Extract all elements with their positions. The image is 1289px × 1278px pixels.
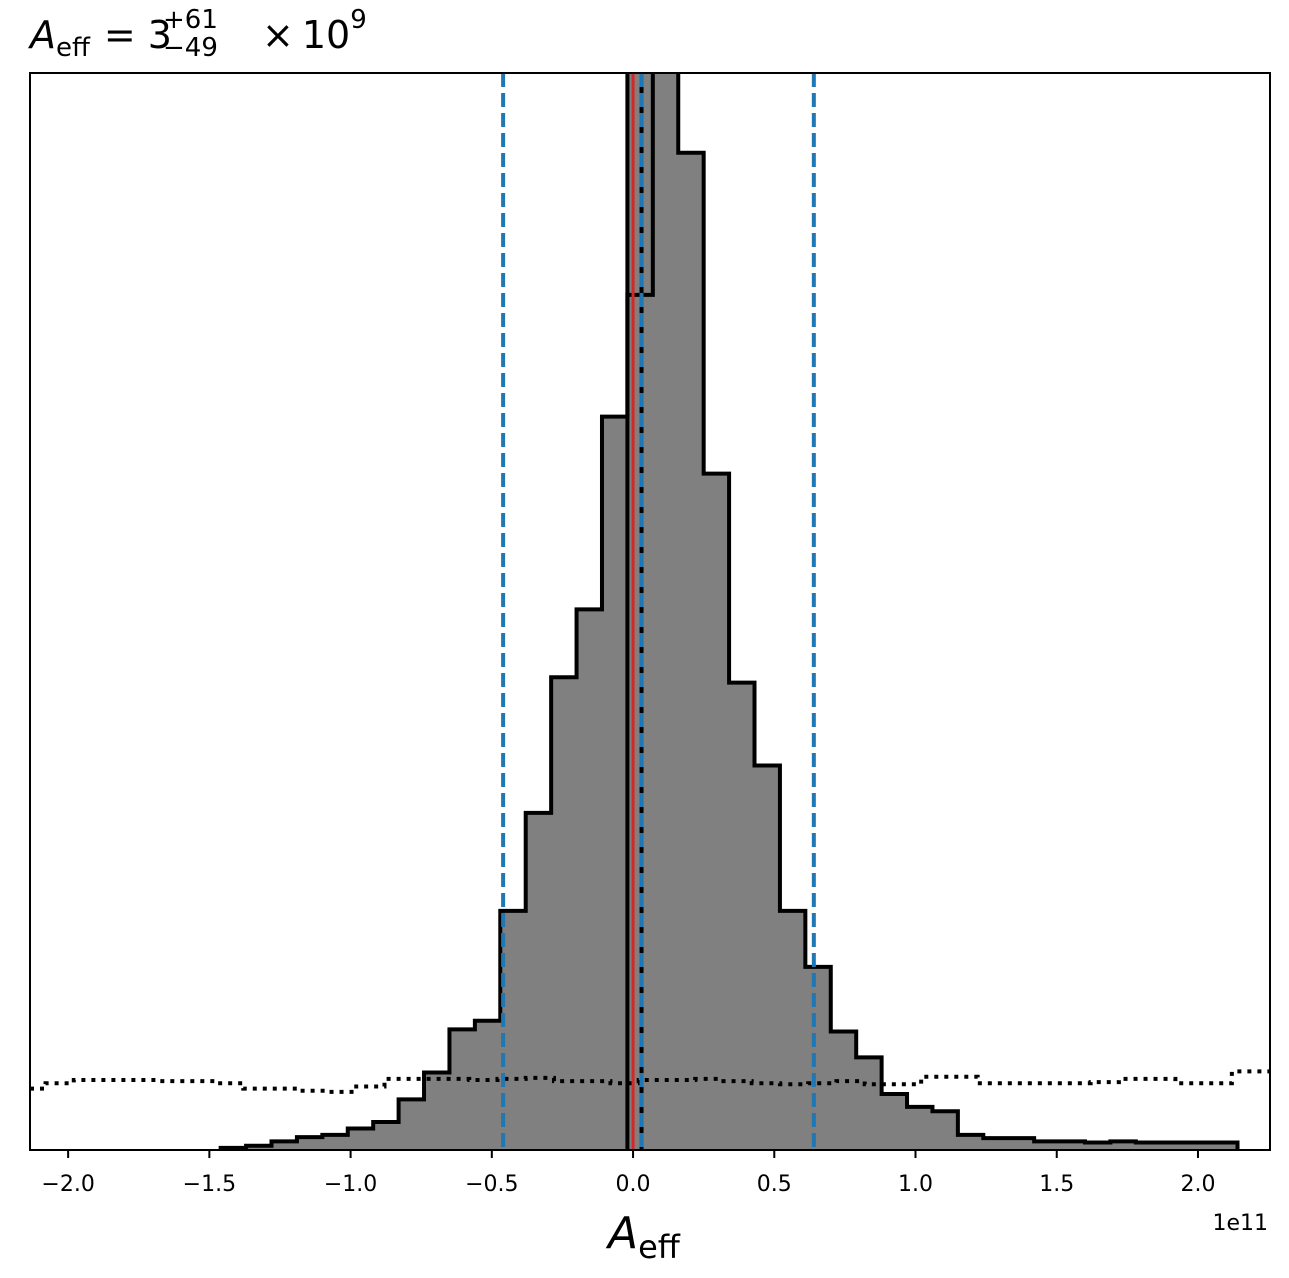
posterior-bar [500, 910, 527, 1150]
x-tick-label: −2.0 [41, 1172, 94, 1197]
xlabel-subscript: eff [638, 1228, 681, 1266]
x-axis-offset-label: 1e11 [1212, 1211, 1268, 1236]
posterior-bar [1212, 1142, 1239, 1150]
svg-text:×109: × 109 [262, 5, 367, 57]
posterior-bar [907, 1106, 934, 1150]
posterior-bar [271, 1141, 298, 1150]
posterior-bar [754, 765, 781, 1150]
posterior-outline [218, 73, 1240, 1150]
posterior-bar [1034, 1141, 1061, 1150]
posterior-bar [1161, 1142, 1188, 1150]
posterior-bar [347, 1128, 374, 1150]
title-base: 10 [302, 13, 350, 57]
posterior-bar [1084, 1142, 1112, 1150]
title-symbol: A [27, 13, 56, 57]
x-tick-label: −0.5 [465, 1172, 518, 1197]
posterior-bar [551, 677, 578, 1150]
posterior-bar [576, 609, 603, 1150]
posterior-bar [856, 1057, 883, 1150]
posterior-bar [373, 1121, 400, 1150]
posterior-bar [881, 1093, 908, 1150]
posterior-bar [246, 1145, 273, 1150]
posterior-bar [1110, 1141, 1137, 1150]
title-exponent: 9 [350, 5, 367, 35]
posterior-bar [805, 966, 832, 1150]
x-tick-label: −1.0 [324, 1172, 377, 1197]
posterior-bar [957, 1134, 984, 1150]
posterior-bar [779, 910, 806, 1150]
posterior-bar [525, 812, 552, 1150]
x-tick-label: 2.0 [1180, 1172, 1215, 1197]
x-tick-label: −1.5 [183, 1172, 236, 1197]
prior-outline [30, 1069, 1270, 1094]
posterior-bar [1135, 1142, 1162, 1150]
posterior-bar [296, 1137, 323, 1150]
x-tick-label: 1.0 [898, 1172, 933, 1197]
posterior-bar [398, 1099, 425, 1150]
posterior-bar [932, 1111, 959, 1150]
posterior-peak-bar [641, 73, 653, 1150]
posterior-bar [983, 1138, 1010, 1150]
posterior-bar [1059, 1141, 1086, 1150]
posterior-bar [424, 1072, 451, 1150]
svg-text:Aeff=3: Aeff = 3 [27, 13, 172, 63]
posterior-bar [601, 416, 629, 1150]
title-upper-error: +61 [163, 5, 218, 35]
chart-title: Aeff = 3 +61 −49 × 109 [27, 5, 367, 63]
title-mantissa: 3 [148, 13, 172, 57]
title-lower-error: −49 [163, 33, 218, 63]
posterior-bar [652, 73, 679, 1150]
posterior-bar [322, 1134, 349, 1150]
posterior-bar [474, 1020, 501, 1150]
plot-frame [29, 72, 1271, 1151]
posterior-bar [678, 152, 705, 1150]
posterior-bar [449, 1029, 476, 1150]
posterior-bar [1186, 1142, 1213, 1150]
x-tick-label: 0.5 [757, 1172, 792, 1197]
posterior-bar [1008, 1138, 1035, 1150]
posterior-bar [729, 682, 756, 1150]
posterior-bar [703, 473, 730, 1150]
x-tick-label: 1.5 [1039, 1172, 1074, 1197]
posterior-bar [830, 1031, 857, 1150]
x-tick-label: 0.0 [616, 1172, 651, 1197]
title-times: × [262, 13, 294, 57]
x-axis-label: Aeff [605, 1208, 681, 1266]
title-subscript: eff [56, 33, 91, 63]
title-equals: = [104, 13, 136, 57]
xlabel-symbol: A [605, 1208, 638, 1259]
